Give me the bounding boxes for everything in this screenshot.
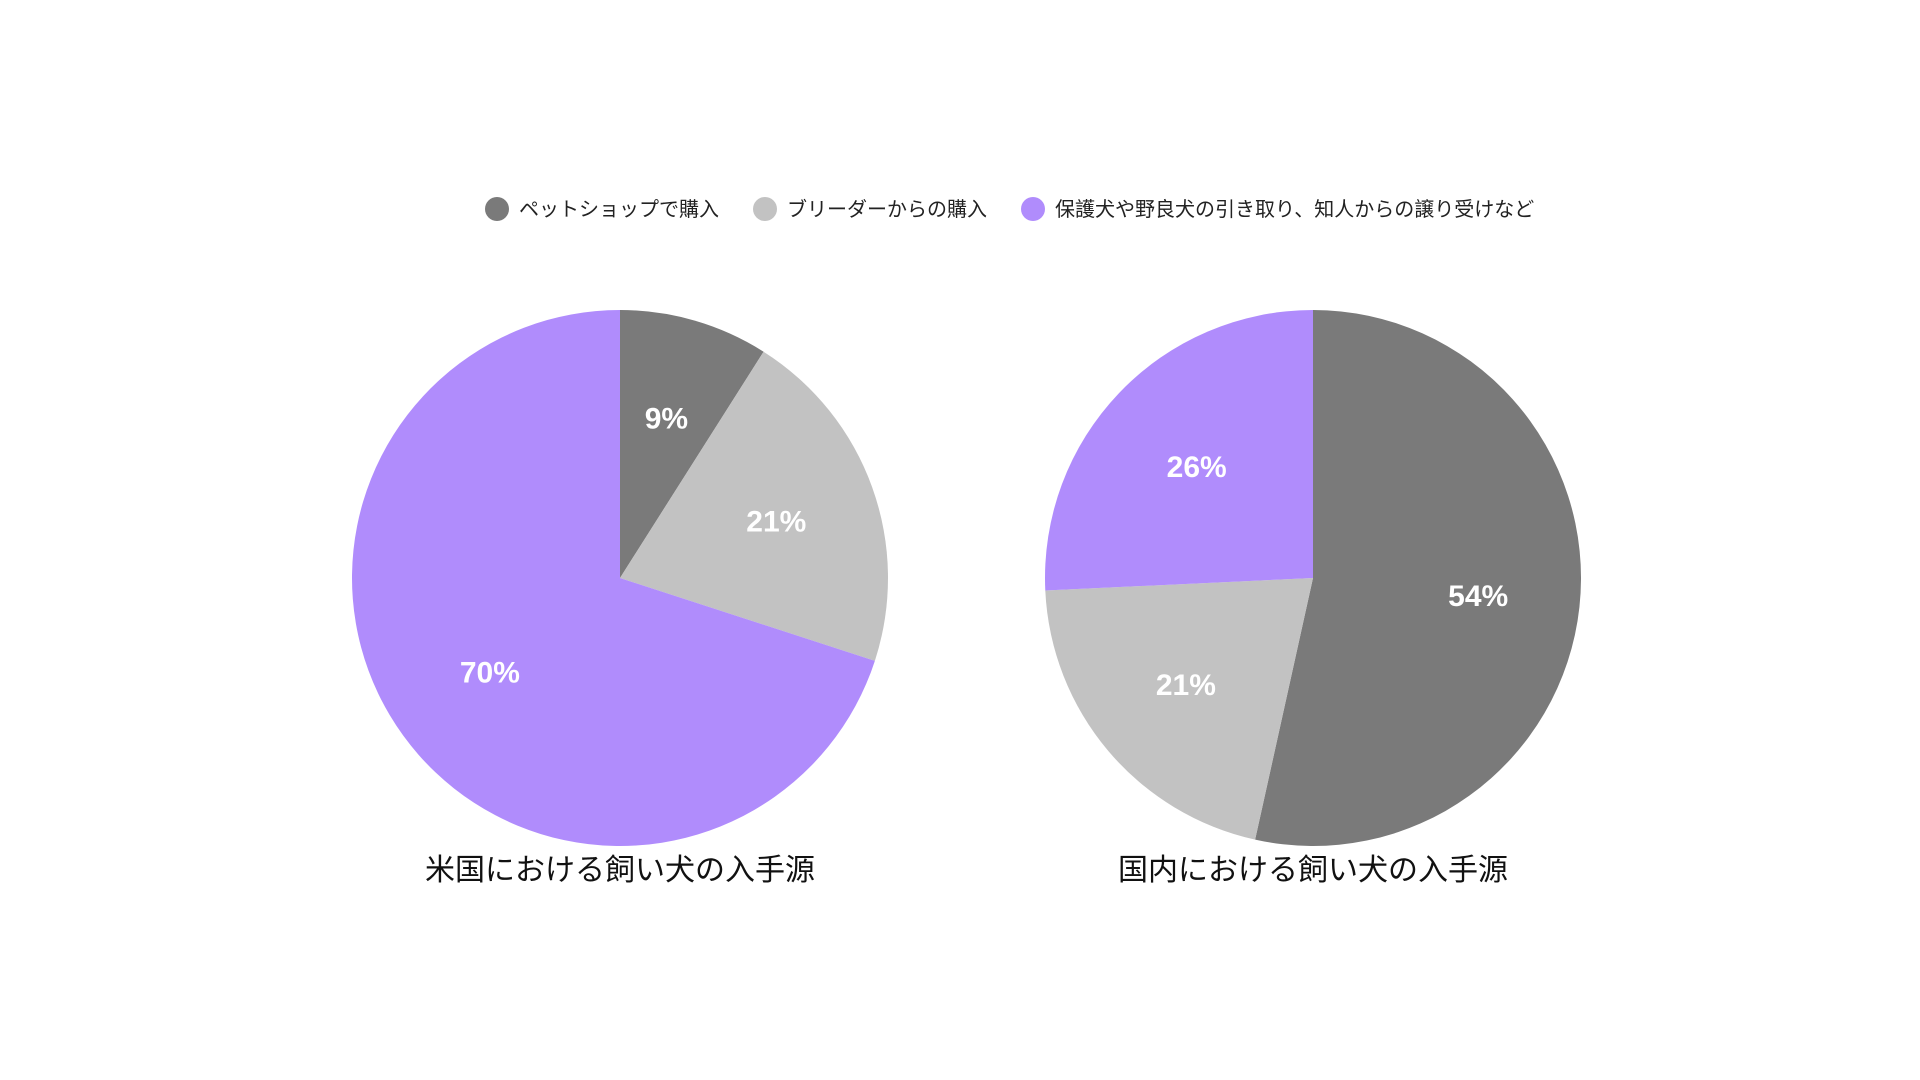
legend-item: ペットショップで購入 — [485, 197, 719, 221]
slice-data-label: 9% — [645, 402, 688, 435]
pie-slice — [351, 310, 875, 846]
legend-swatch — [753, 197, 777, 221]
legend-item: 保護犬や野良犬の引き取り、知人からの譲り受けなど — [1021, 197, 1534, 221]
legend-label: 保護犬や野良犬の引き取り、知人からの譲り受けなど — [1055, 197, 1534, 221]
pie-chart-japan: 54% 21% 26% — [1044, 310, 1582, 847]
pie-slice — [620, 310, 764, 578]
slice-data-label: 70% — [460, 657, 520, 690]
pie-slice — [1044, 310, 1313, 591]
pie-chart-us: 9% 21% 70% — [351, 310, 888, 846]
legend-label: ブリーダーからの購入 — [787, 197, 987, 221]
chart-title-us: 米国における飼い犬の入手源 — [425, 853, 815, 888]
legend-swatch — [1021, 197, 1045, 221]
legend-swatch — [485, 197, 509, 221]
legend-item: ブリーダーからの購入 — [753, 197, 987, 221]
pie-slice — [620, 351, 888, 661]
pie-slice — [1255, 310, 1582, 847]
slice-data-label: 26% — [1167, 451, 1227, 484]
pie-slice — [1045, 578, 1313, 840]
slice-data-label: 21% — [1156, 669, 1216, 702]
legend-label: ペットショップで購入 — [519, 197, 719, 221]
slice-data-label: 54% — [1448, 580, 1508, 613]
chart-title-japan: 国内における飼い犬の入手源 — [1118, 853, 1508, 888]
slice-data-label: 21% — [746, 506, 806, 539]
legend: ペットショップで購入 ブリーダーからの購入 保護犬や野良犬の引き取り、知人からの譲り… — [485, 197, 1534, 221]
